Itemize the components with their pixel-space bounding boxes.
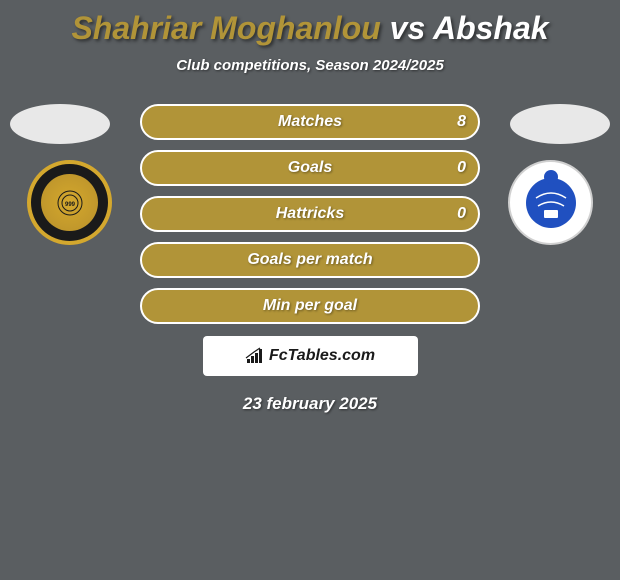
stat-row-goals: Goals 0 [140,150,480,186]
comparison-title: Shahriar Moghanlou vs Abshak [0,0,620,47]
club1-badge-center: 999 [41,174,98,231]
club1-badge: 999 [27,160,112,245]
stat-label: Min per goal [263,297,357,315]
stat-label: Goals per match [247,251,372,269]
stat-row-hattricks: Hattricks 0 [140,196,480,232]
club2-badge [508,160,593,245]
player1-name: Shahriar Moghanlou [71,10,380,46]
stat-label: Hattricks [276,205,344,223]
club2-badge-ring [508,160,593,245]
stat-row-goals-per-match: Goals per match [140,242,480,278]
stat-value-right: 0 [457,159,466,177]
vs-separator: vs [390,10,426,46]
stat-label: Matches [278,113,342,131]
club2-badge-center [526,178,576,228]
svg-text:999: 999 [64,202,75,208]
stat-value-right: 0 [457,205,466,223]
brand-chart-icon [245,347,263,365]
subtitle: Club competitions, Season 2024/2025 [0,57,620,74]
date-text: 23 february 2025 [0,394,620,414]
stats-area: 999 Matches 8 Goals 0 Hattricks 0 [0,104,620,324]
brand-text: FcTables.com [269,347,375,365]
stat-row-min-per-goal: Min per goal [140,288,480,324]
stat-label: Goals [288,159,332,177]
player2-avatar-placeholder [510,104,610,144]
player2-name: Abshak [433,10,549,46]
player1-avatar-placeholder [10,104,110,144]
stat-row-matches: Matches 8 [140,104,480,140]
brand-watermark[interactable]: FcTables.com [203,336,418,376]
stat-value-right: 8 [457,113,466,131]
